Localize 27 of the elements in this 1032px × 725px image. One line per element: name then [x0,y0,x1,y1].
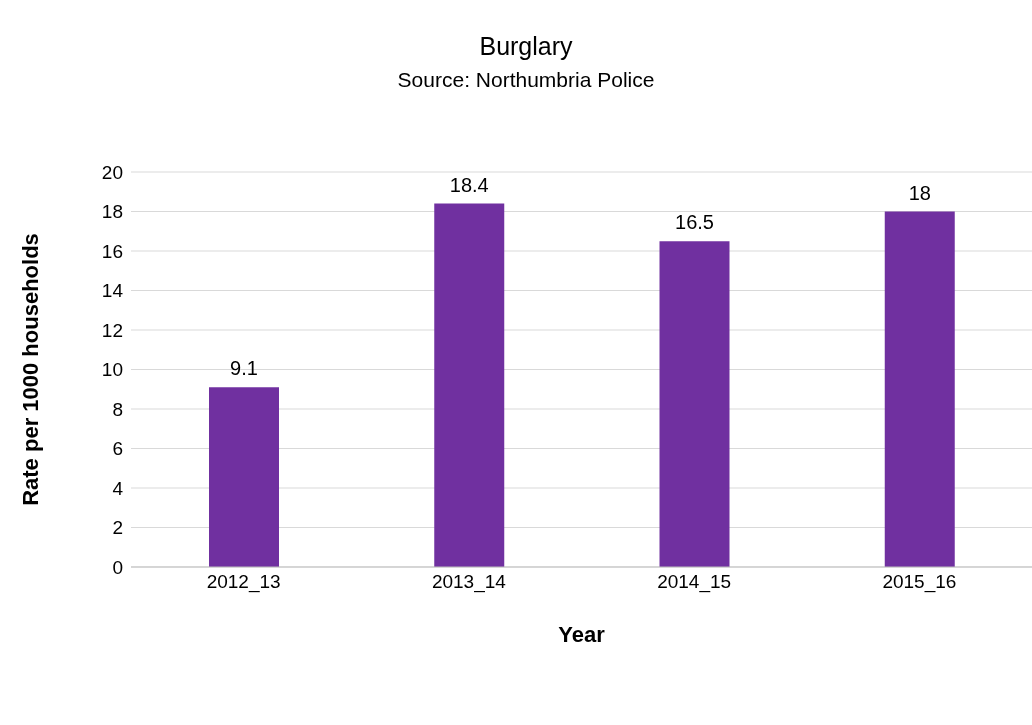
y-tick-label: 0 [112,556,123,578]
y-tick-label: 18 [101,201,123,223]
x-tick-label: 2012_13 [206,571,281,594]
bar [209,387,279,567]
data-label: 18 [908,181,931,204]
y-tick-label: 6 [112,438,123,460]
chart-title: Burglary [478,32,574,61]
y-tick-label: 12 [101,319,123,341]
x-axis-title: Year [558,622,606,647]
bar [884,211,955,567]
bar [434,203,505,567]
y-axis-title: Rate per 1000 households [17,233,43,506]
y-tick-label: 16 [101,240,123,262]
y-tick-label: 4 [112,477,124,499]
y-tick-label: 20 [101,161,123,183]
y-tick-label: 2 [112,517,123,539]
y-tick-label: 14 [101,280,124,302]
y-tick-label: 8 [112,398,123,420]
chart-subtitle: Source: Northumbria Police [396,68,656,92]
x-tick-label: 2015_16 [882,571,957,594]
y-tick-label: 10 [101,359,123,381]
bar [659,241,730,567]
data-label: 9.1 [230,357,258,380]
x-tick-label: 2013_14 [431,571,507,594]
x-tick-label: 2014_15 [657,571,732,594]
data-label: 18.4 [449,173,489,196]
data-label: 16.5 [675,211,714,234]
